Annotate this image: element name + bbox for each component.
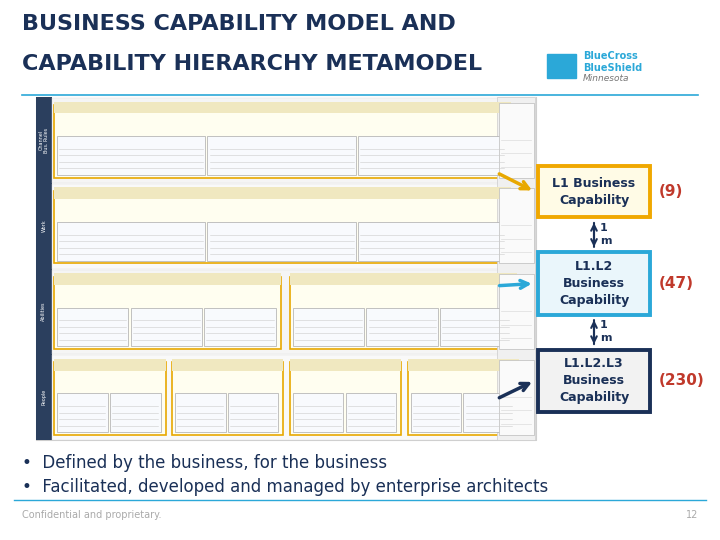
FancyBboxPatch shape bbox=[52, 98, 536, 183]
FancyBboxPatch shape bbox=[175, 394, 225, 432]
FancyBboxPatch shape bbox=[54, 276, 281, 349]
Text: Work: Work bbox=[42, 219, 46, 232]
FancyBboxPatch shape bbox=[499, 274, 534, 349]
FancyBboxPatch shape bbox=[292, 308, 364, 346]
FancyBboxPatch shape bbox=[57, 222, 205, 261]
Text: (9): (9) bbox=[658, 184, 683, 199]
Text: L1 Business
Capability: L1 Business Capability bbox=[552, 177, 636, 207]
FancyBboxPatch shape bbox=[408, 359, 519, 370]
Text: L1.L2.L3
Business
Capability: L1.L2.L3 Business Capability bbox=[559, 357, 629, 404]
FancyBboxPatch shape bbox=[289, 362, 401, 435]
Text: Abilities: Abilities bbox=[42, 302, 46, 321]
FancyBboxPatch shape bbox=[130, 308, 202, 346]
FancyBboxPatch shape bbox=[172, 359, 284, 370]
Text: CAPABILITY HIERARCHY METAMODEL: CAPABILITY HIERARCHY METAMODEL bbox=[22, 54, 482, 74]
FancyBboxPatch shape bbox=[52, 184, 536, 269]
Text: Channel
Bus. Rules: Channel Bus. Rules bbox=[39, 127, 49, 153]
Text: (230): (230) bbox=[658, 373, 704, 388]
FancyBboxPatch shape bbox=[538, 166, 649, 217]
FancyBboxPatch shape bbox=[172, 362, 284, 435]
FancyBboxPatch shape bbox=[289, 276, 516, 349]
FancyBboxPatch shape bbox=[408, 362, 519, 435]
FancyBboxPatch shape bbox=[547, 54, 576, 78]
FancyBboxPatch shape bbox=[464, 394, 514, 432]
Text: •  Facilitated, developed and managed by enterprise architects: • Facilitated, developed and managed by … bbox=[22, 478, 548, 496]
FancyBboxPatch shape bbox=[54, 105, 511, 178]
FancyBboxPatch shape bbox=[292, 394, 343, 432]
Text: 12: 12 bbox=[686, 510, 698, 521]
FancyBboxPatch shape bbox=[358, 136, 506, 175]
FancyBboxPatch shape bbox=[54, 187, 511, 199]
Text: (47): (47) bbox=[658, 276, 693, 291]
FancyBboxPatch shape bbox=[52, 355, 536, 440]
FancyBboxPatch shape bbox=[538, 350, 649, 411]
FancyBboxPatch shape bbox=[57, 136, 205, 175]
FancyBboxPatch shape bbox=[440, 308, 511, 346]
FancyBboxPatch shape bbox=[36, 97, 52, 440]
FancyBboxPatch shape bbox=[54, 362, 166, 435]
FancyBboxPatch shape bbox=[57, 394, 108, 432]
FancyBboxPatch shape bbox=[57, 308, 128, 346]
Text: m: m bbox=[600, 237, 611, 246]
FancyBboxPatch shape bbox=[538, 252, 649, 314]
FancyBboxPatch shape bbox=[207, 222, 356, 261]
Text: BlueCross
BlueShield: BlueCross BlueShield bbox=[583, 51, 642, 73]
Text: 1: 1 bbox=[600, 222, 608, 233]
FancyBboxPatch shape bbox=[109, 394, 161, 432]
Text: •  Defined by the business, for the business: • Defined by the business, for the busin… bbox=[22, 454, 387, 471]
Text: Minnesota: Minnesota bbox=[583, 74, 630, 83]
Text: Confidential and proprietary.: Confidential and proprietary. bbox=[22, 510, 161, 521]
FancyBboxPatch shape bbox=[204, 308, 276, 346]
FancyBboxPatch shape bbox=[54, 273, 281, 285]
FancyBboxPatch shape bbox=[54, 359, 166, 370]
FancyBboxPatch shape bbox=[52, 270, 536, 354]
FancyBboxPatch shape bbox=[228, 394, 279, 432]
Text: People: People bbox=[42, 389, 46, 406]
FancyBboxPatch shape bbox=[289, 359, 401, 370]
FancyBboxPatch shape bbox=[207, 136, 356, 175]
FancyBboxPatch shape bbox=[499, 360, 534, 435]
FancyBboxPatch shape bbox=[54, 102, 511, 113]
FancyBboxPatch shape bbox=[289, 273, 516, 285]
FancyBboxPatch shape bbox=[36, 97, 536, 440]
Text: L1.L2
Business
Capability: L1.L2 Business Capability bbox=[559, 260, 629, 307]
FancyBboxPatch shape bbox=[499, 103, 534, 178]
FancyBboxPatch shape bbox=[366, 308, 438, 346]
FancyBboxPatch shape bbox=[499, 188, 534, 263]
FancyBboxPatch shape bbox=[358, 222, 506, 261]
FancyBboxPatch shape bbox=[346, 394, 396, 432]
Text: 1: 1 bbox=[600, 320, 608, 330]
FancyBboxPatch shape bbox=[410, 394, 462, 432]
Text: m: m bbox=[600, 333, 611, 343]
FancyBboxPatch shape bbox=[52, 97, 536, 440]
FancyBboxPatch shape bbox=[54, 191, 511, 263]
FancyBboxPatch shape bbox=[497, 97, 535, 440]
Text: BUSINESS CAPABILITY MODEL AND: BUSINESS CAPABILITY MODEL AND bbox=[22, 14, 455, 33]
